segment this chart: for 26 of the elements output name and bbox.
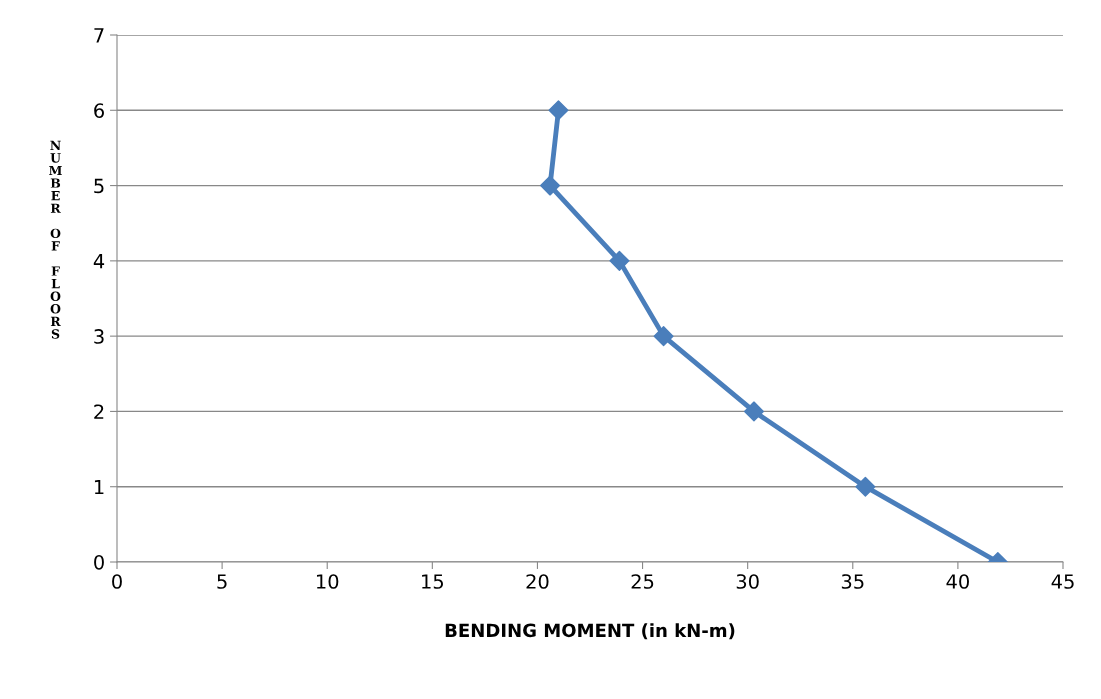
x-tick-label: 30 <box>736 574 759 589</box>
y-tick-label: 4 <box>93 254 105 269</box>
x-tick-label: 40 <box>946 574 969 589</box>
x-axis-title: BENDING MOMENT (in kN-m) <box>445 623 735 640</box>
y-tick-label: 0 <box>94 554 104 570</box>
x-tick-label: 10 <box>316 574 339 589</box>
x-tick-label: 0 <box>112 574 122 589</box>
y-tick-label: 5 <box>94 178 104 194</box>
text: NUMBER OF FLOORS <box>49 140 62 339</box>
x-tick-label: 20 <box>526 574 549 589</box>
y-tick-label: 3 <box>94 329 104 344</box>
point <box>540 175 561 196</box>
y-tick-label: 7 <box>94 28 104 43</box>
y-tick-label: 6 <box>94 103 104 118</box>
x-tick-label: 25 <box>631 574 654 589</box>
point <box>743 401 764 422</box>
point <box>653 326 674 347</box>
x-tick-label: 5 <box>217 574 227 589</box>
x-tick-label: 35 <box>841 574 864 589</box>
x-tick-label: 15 <box>422 574 444 589</box>
x-tick-label: 45 <box>1051 574 1074 589</box>
point <box>855 476 876 497</box>
y-tick-label: 2 <box>94 404 104 419</box>
point <box>609 250 630 271</box>
y-tick-label: 1 <box>94 479 104 495</box>
point <box>548 100 569 121</box>
